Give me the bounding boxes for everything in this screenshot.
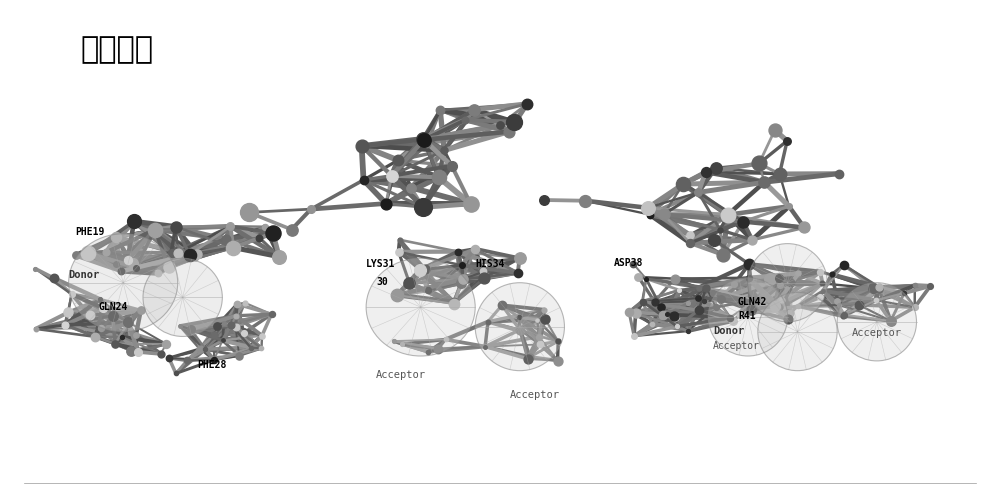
Ellipse shape: [366, 258, 475, 356]
Ellipse shape: [69, 234, 178, 331]
Ellipse shape: [837, 283, 916, 361]
Text: LYS31: LYS31: [366, 259, 396, 269]
Text: Acceptor: Acceptor: [376, 370, 426, 380]
Text: GLN42: GLN42: [738, 297, 767, 307]
Text: PHE28: PHE28: [198, 360, 227, 370]
Ellipse shape: [708, 278, 788, 356]
Text: Acceptor: Acceptor: [852, 329, 902, 338]
Text: R41: R41: [738, 311, 756, 322]
Text: PHE19: PHE19: [76, 227, 105, 237]
Ellipse shape: [748, 244, 827, 322]
Text: Donor: Donor: [713, 326, 744, 336]
Text: 30: 30: [376, 277, 388, 287]
Text: HIS34: HIS34: [475, 259, 505, 269]
Text: Donor: Donor: [69, 270, 100, 280]
Ellipse shape: [475, 283, 564, 371]
Text: 药效团模: 药效团模: [80, 35, 153, 64]
Text: Acceptor: Acceptor: [713, 340, 760, 351]
Text: GLN24: GLN24: [98, 302, 128, 312]
Ellipse shape: [143, 258, 222, 336]
Text: Acceptor: Acceptor: [510, 390, 560, 400]
Ellipse shape: [758, 292, 837, 371]
Text: ASP38: ASP38: [614, 257, 643, 267]
